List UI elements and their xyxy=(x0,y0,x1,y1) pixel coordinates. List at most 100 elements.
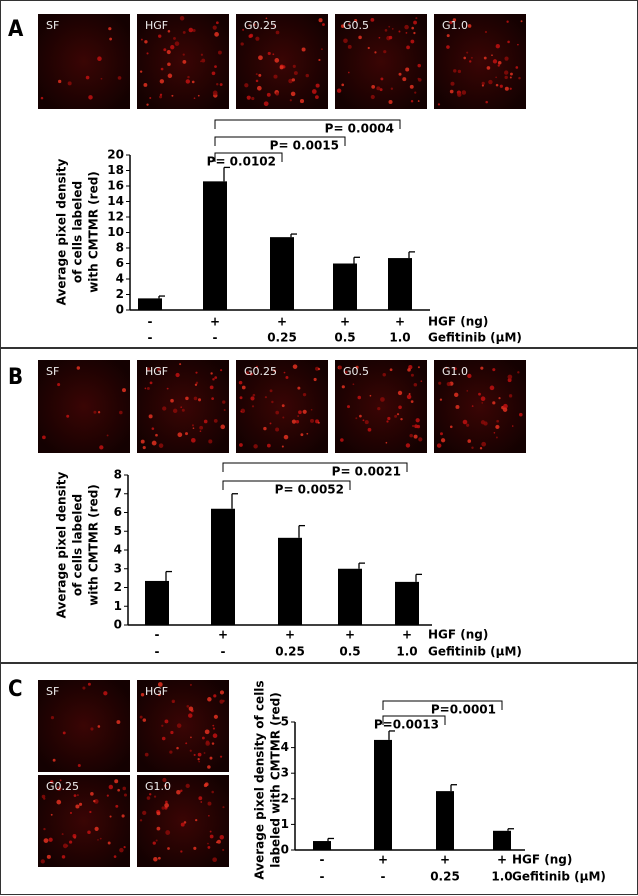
cell-spot xyxy=(180,850,183,853)
bar xyxy=(338,568,362,625)
cell-spot xyxy=(400,417,403,421)
cell-spot xyxy=(140,439,145,444)
x-tick-label: 0.5 xyxy=(339,645,360,659)
cell-spot xyxy=(200,801,203,803)
cell-spot xyxy=(219,83,223,87)
cell-spot xyxy=(119,847,124,853)
cell-spot xyxy=(122,388,127,393)
cell-spot xyxy=(310,408,313,411)
p-value: P= 0.0015 xyxy=(270,139,339,153)
cell-spot xyxy=(507,40,510,44)
x-tick-label: 1.0 xyxy=(491,870,512,884)
cell-spot xyxy=(121,814,125,818)
image-label: SF xyxy=(46,365,59,378)
cell-spot xyxy=(211,397,215,401)
cell-spot xyxy=(466,51,469,54)
cell-spot xyxy=(222,400,226,404)
cell-spot xyxy=(87,682,91,686)
cell-spot xyxy=(188,27,194,33)
cell-spot xyxy=(315,95,319,100)
cell-spot xyxy=(195,818,198,822)
cell-spot xyxy=(195,371,198,374)
micrograph xyxy=(137,360,229,453)
cell-spot xyxy=(199,430,202,433)
row-name: Gefitinib (μM) xyxy=(428,645,522,659)
cell-spot xyxy=(165,830,171,835)
cell-spot xyxy=(389,368,393,372)
cell-spot xyxy=(193,396,198,401)
y-tick-label: 14 xyxy=(107,194,124,208)
cell-spot xyxy=(446,34,450,38)
cell-spot xyxy=(253,444,258,449)
cell-spot xyxy=(289,99,292,102)
cell-spot xyxy=(484,30,488,34)
cell-spot xyxy=(411,424,415,428)
cell-spot xyxy=(402,77,407,82)
cell-spot xyxy=(409,433,413,438)
error-bar xyxy=(408,251,415,259)
cell-spot xyxy=(239,443,243,447)
cell-spot xyxy=(207,697,212,702)
cell-spot xyxy=(352,383,355,386)
cell-spot xyxy=(467,24,472,28)
cell-spot xyxy=(263,426,267,431)
cell-spot xyxy=(185,742,188,745)
cell-spot xyxy=(193,846,197,850)
micrograph xyxy=(38,14,130,109)
cell-spot xyxy=(172,408,178,414)
cell-spot xyxy=(43,827,46,831)
y-axis-label-line: of cells labeled xyxy=(71,181,85,283)
p-value: P= 0.0102 xyxy=(207,155,276,169)
cell-spot xyxy=(384,28,388,32)
error-bar xyxy=(290,233,297,238)
panel-label: B xyxy=(8,365,23,390)
y-tick-label: 18 xyxy=(107,163,124,177)
cell-spot xyxy=(449,21,453,25)
x-tick-label: 0.25 xyxy=(430,870,460,884)
cell-spot xyxy=(182,30,186,34)
p-value: P= 0.0052 xyxy=(275,483,344,497)
cell-spot xyxy=(249,372,253,376)
bar xyxy=(203,181,227,310)
cell-spot xyxy=(191,438,196,443)
cell-spot xyxy=(367,46,370,50)
cell-spot xyxy=(212,727,215,730)
cell-spot xyxy=(291,78,296,82)
cell-spot xyxy=(210,372,213,375)
error-bar xyxy=(223,166,230,182)
cell-spot xyxy=(250,396,255,401)
cell-spot xyxy=(310,418,314,423)
image-label: HGF xyxy=(145,365,168,378)
cell-spot xyxy=(379,88,383,92)
y-tick-label: 2 xyxy=(116,287,124,301)
cell-spot xyxy=(306,432,309,435)
cell-spot xyxy=(455,404,460,409)
cell-spot xyxy=(452,18,457,22)
x-tick-label: - xyxy=(148,331,153,345)
cell-spot xyxy=(152,841,156,845)
cell-spot xyxy=(176,790,181,795)
cell-spot xyxy=(440,438,446,443)
cell-spot xyxy=(410,39,415,44)
cell-spot xyxy=(167,62,171,67)
cell-spot xyxy=(302,393,307,397)
cell-spot xyxy=(492,401,496,405)
cell-spot xyxy=(209,830,212,833)
cell-spot xyxy=(317,367,321,371)
cell-spot xyxy=(179,15,185,21)
cell-spot xyxy=(502,407,508,412)
cell-spot xyxy=(341,385,345,389)
cell-spot xyxy=(320,48,323,51)
cell-spot xyxy=(182,60,187,64)
cell-spot xyxy=(467,439,472,443)
cell-spot xyxy=(511,425,514,427)
cell-spot xyxy=(156,811,161,816)
cell-spot xyxy=(108,27,112,31)
cell-spot xyxy=(62,843,68,849)
x-tick-label: + xyxy=(497,853,507,867)
x-tick-label: - xyxy=(320,870,325,884)
cell-spot xyxy=(370,17,375,22)
cell-spot xyxy=(197,94,200,97)
cell-spot xyxy=(223,409,226,412)
